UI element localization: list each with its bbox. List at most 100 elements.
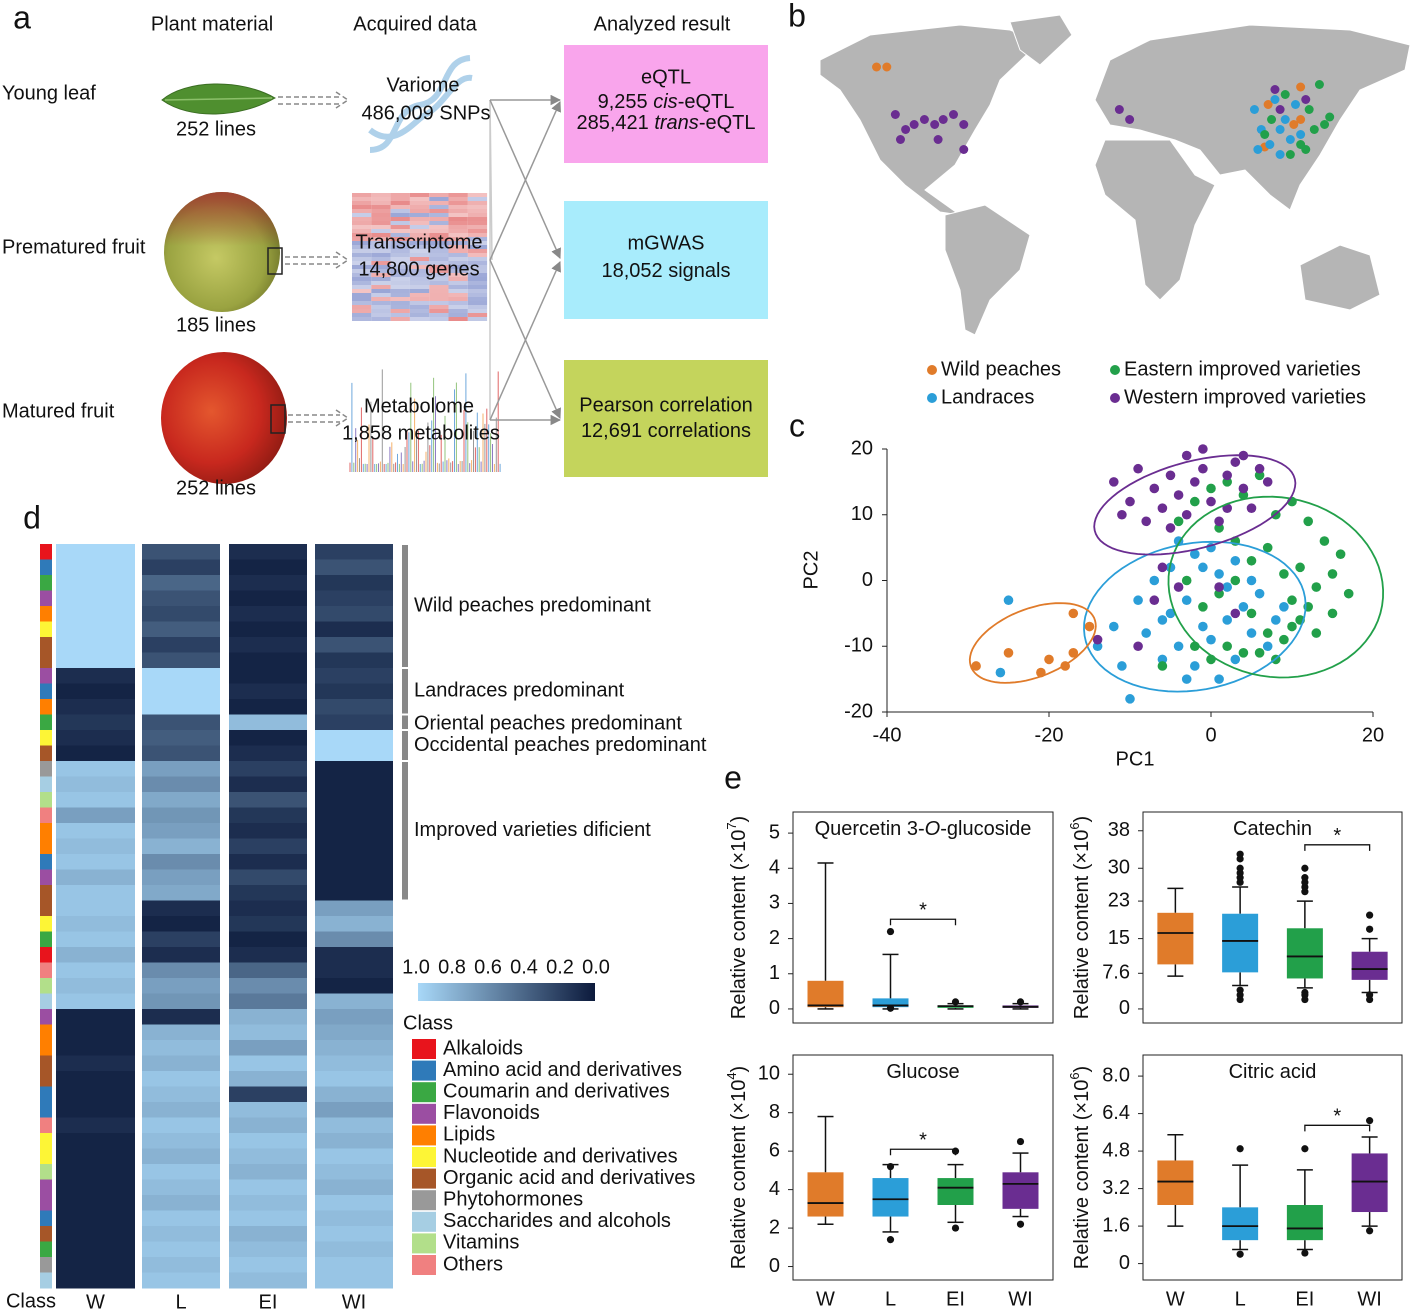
expression-cell [429,213,449,217]
y-tick-label: 30 [1108,857,1130,879]
heat-cell [229,637,307,653]
expression-cell [448,221,468,225]
heat-cell [56,1164,135,1180]
expression-cell [467,277,488,281]
north-america [819,24,1041,216]
box [807,980,844,1008]
heat-cell [142,885,220,901]
heat-cell [142,730,220,746]
scatter-point [1238,602,1249,612]
heat-cell [229,978,307,994]
class-cell [40,1071,52,1087]
heat-cell [142,823,220,839]
scatter-point [1246,608,1257,619]
heat-cell [315,1272,393,1289]
heat-cell [56,1226,135,1242]
outlier [1366,995,1374,1004]
colorbar-tick-label: 1.0 [402,956,430,978]
expression-cell [467,217,488,221]
expression-cell [371,245,391,249]
expression-cell [409,301,430,305]
heat-cell [142,1071,220,1087]
material-lines: 252 lines [176,118,256,140]
heat-cell [315,1164,393,1180]
heat-cell [229,900,307,917]
scatter-point [1125,496,1135,507]
x-tick-label: WI [1357,1288,1381,1310]
expression-cell [429,317,449,321]
scatter-point [1125,694,1135,704]
expression-cell [448,313,468,317]
outlier [1366,925,1374,933]
expression-cell [352,233,372,237]
expression-cell [371,209,391,213]
expression-cell [352,285,372,289]
heat-cell [142,1133,220,1149]
heat-cell [56,621,135,638]
result-name: Pearson correlation [579,394,752,416]
expression-cell [371,269,391,273]
class-label: Organic acid and derivatives [443,1167,695,1189]
heat-cell [315,1009,393,1025]
map-site [872,62,882,72]
scatter-point [1149,483,1160,494]
expression-cell [352,217,372,221]
heat-cell [56,807,135,824]
heat-cell [142,559,220,576]
box [1286,928,1323,979]
outlier [951,1224,960,1232]
heat-cell [142,978,220,994]
expression-cell [429,201,449,205]
class-cell [40,993,52,1010]
heat-cell [142,1040,220,1056]
expression-cell [429,229,449,233]
map-site [1253,145,1263,154]
expression-cell [409,297,430,301]
connection [489,259,561,419]
scatter-point [1157,615,1168,625]
group-label: Oriental peaches predominant [414,713,682,735]
heat-cell [142,1102,220,1118]
group-label: Wild peaches predominant [414,594,651,616]
map-site [1275,105,1285,114]
group-bracket [402,762,408,900]
expression-cell [429,305,449,309]
heat-cell [229,1226,307,1242]
map-site [1275,125,1285,134]
expression-cell [429,309,449,313]
class-legend-title: Class [403,1012,453,1034]
heat-cell [56,1195,135,1211]
expression-cell [467,221,488,225]
heat-cell [229,761,307,777]
sample-box [267,247,283,275]
expression-cell [429,225,449,229]
expression-cell [448,205,468,209]
expression-cell [390,209,410,213]
expression-cell [352,277,372,281]
class-cell [40,776,52,793]
scatter-point [1262,641,1273,652]
result-detail-part: -eQTL [699,112,756,134]
scatter-point [995,667,1006,678]
box [1002,1172,1039,1209]
class-swatch [412,1082,436,1103]
class-cell [40,1040,52,1056]
heat-cell [142,745,220,762]
heat-cell [315,869,393,886]
heat-cell [142,544,220,560]
expression-cell [409,249,430,253]
expression-cell [371,193,391,197]
heat-cell [142,993,220,1010]
expression-cell [371,265,391,269]
map-site [933,135,943,144]
scatter-point [1254,470,1265,481]
connection [489,101,561,261]
map-site [1296,140,1306,149]
expression-cell [429,257,449,261]
result-name: mGWAS [627,232,704,254]
expression-cell [429,289,449,293]
map-site [895,135,905,144]
expression-cell [371,257,391,261]
scatter-point [1181,509,1192,520]
expression-cell [390,297,410,301]
